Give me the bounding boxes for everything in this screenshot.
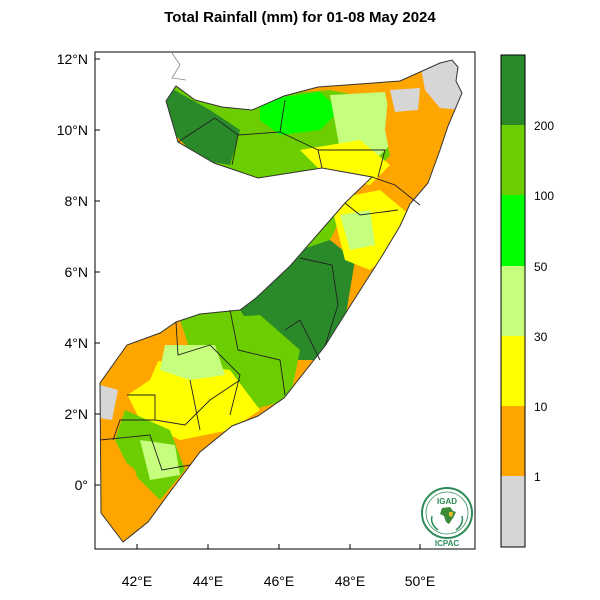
lon-tick-label: 46°E bbox=[264, 573, 295, 589]
lon-tick-label: 44°E bbox=[193, 573, 224, 589]
lat-tick-label: 12°N bbox=[57, 51, 88, 67]
colorbar-label: 50 bbox=[534, 260, 548, 274]
lat-tick-label: 10°N bbox=[57, 122, 88, 138]
colorbar-segment-below-1 bbox=[501, 476, 525, 547]
lon-tick-label: 48°E bbox=[335, 573, 366, 589]
icpac-logo: IGAD ICPAC bbox=[421, 487, 473, 548]
colorbar-segment-200-plus bbox=[501, 55, 525, 125]
colorbar-segment-30-50 bbox=[501, 266, 525, 336]
colorbar-label: 10 bbox=[534, 400, 548, 414]
colorbar-segment-100-200 bbox=[501, 125, 525, 195]
region-boundaries bbox=[99, 99, 421, 471]
colorbar: 200 100 50 30 10 1 bbox=[500, 54, 554, 548]
colorbar-label: 200 bbox=[534, 119, 554, 133]
lon-tick-label: 42°E bbox=[122, 573, 153, 589]
lat-tick-label: 4°N bbox=[65, 335, 89, 351]
colorbar-border bbox=[500, 54, 526, 548]
lat-tick-label: 6°N bbox=[65, 264, 89, 280]
lon-tick-label: 50°E bbox=[405, 573, 436, 589]
lat-tick-label: 8°N bbox=[65, 193, 89, 209]
colorbar-segment-10-30 bbox=[501, 336, 525, 406]
colorbar-segment-1-10 bbox=[501, 406, 525, 476]
country-outline bbox=[99, 59, 463, 543]
lat-tick-label: 2°N bbox=[65, 406, 89, 422]
logo-igad-text: IGAD bbox=[437, 497, 457, 506]
djibouti-border bbox=[171, 52, 187, 81]
logo-icpac-text: ICPAC bbox=[435, 539, 460, 548]
latitude-axis: 12°N 10°N 8°N 6°N 4°N 2°N 0° bbox=[57, 51, 100, 493]
longitude-axis: 42°E 44°E 46°E 48°E 50°E bbox=[122, 544, 436, 589]
colorbar-label: 1 bbox=[534, 470, 541, 484]
colorbar-segment-50-100 bbox=[501, 195, 525, 266]
colorbar-label: 100 bbox=[534, 189, 554, 203]
map-title: Total Rainfall (mm) for 01-08 May 2024 bbox=[164, 9, 436, 26]
lat-tick-label: 0° bbox=[75, 477, 88, 493]
africa-shape bbox=[440, 507, 456, 524]
colorbar-label: 30 bbox=[534, 330, 548, 344]
